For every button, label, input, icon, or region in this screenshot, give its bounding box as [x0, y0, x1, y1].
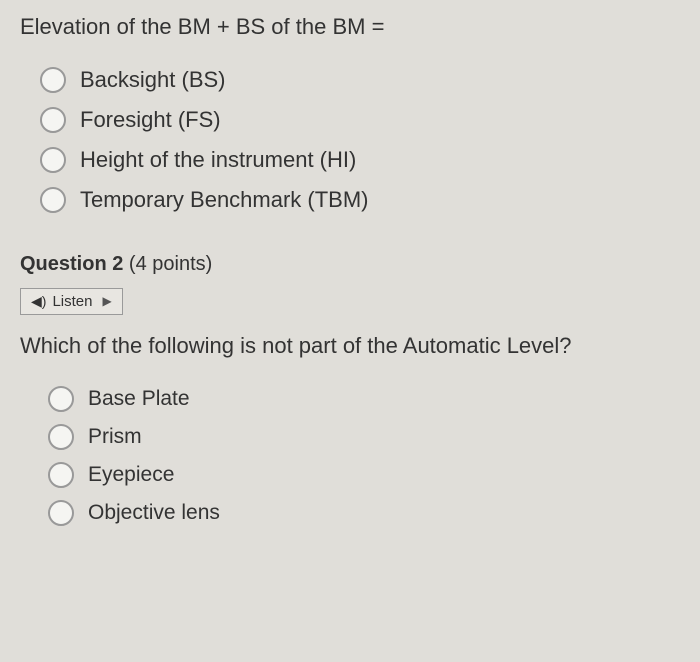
option-row: Eyepiece	[48, 462, 680, 488]
option-label: Temporary Benchmark (TBM)	[80, 187, 369, 213]
question1-container: Elevation of the BM + BS of the BM = Bac…	[20, 12, 680, 213]
radio-button[interactable]	[40, 187, 66, 213]
option-label: Prism	[88, 425, 142, 449]
option-label: Eyepiece	[88, 463, 174, 487]
option-row: Height of the instrument (HI)	[40, 147, 680, 173]
option-row: Base Plate	[48, 386, 680, 412]
question1-options: Backsight (BS) Foresight (FS) Height of …	[40, 67, 680, 213]
speaker-icon: ◀)	[31, 293, 46, 310]
option-label: Base Plate	[88, 387, 190, 411]
option-row: Objective lens	[48, 500, 680, 526]
option-label: Height of the instrument (HI)	[80, 147, 356, 173]
radio-button[interactable]	[40, 147, 66, 173]
radio-button[interactable]	[48, 500, 74, 526]
radio-button[interactable]	[40, 67, 66, 93]
radio-button[interactable]	[48, 424, 74, 450]
question2-container: Question 2 (4 points) ◀) Listen ▶ Which …	[20, 253, 680, 526]
option-row: Foresight (FS)	[40, 107, 680, 133]
question2-options: Base Plate Prism Eyepiece Objective lens	[48, 386, 680, 526]
option-label: Objective lens	[88, 501, 220, 525]
question2-header: Question 2 (4 points)	[20, 253, 680, 276]
option-label: Foresight (FS)	[80, 107, 221, 133]
question2-points: (4 points)	[129, 253, 212, 275]
question1-text: Elevation of the BM + BS of the BM =	[20, 12, 680, 43]
listen-label: Listen	[52, 293, 92, 310]
question2-label: Question 2	[20, 253, 123, 275]
radio-button[interactable]	[48, 386, 74, 412]
option-row: Prism	[48, 424, 680, 450]
question2-text: Which of the following is not part of th…	[20, 331, 680, 362]
play-icon: ▶	[102, 294, 111, 308]
listen-button[interactable]: ◀) Listen ▶	[20, 288, 123, 315]
radio-button[interactable]	[48, 462, 74, 488]
option-row: Temporary Benchmark (TBM)	[40, 187, 680, 213]
option-row: Backsight (BS)	[40, 67, 680, 93]
radio-button[interactable]	[40, 107, 66, 133]
option-label: Backsight (BS)	[80, 67, 226, 93]
